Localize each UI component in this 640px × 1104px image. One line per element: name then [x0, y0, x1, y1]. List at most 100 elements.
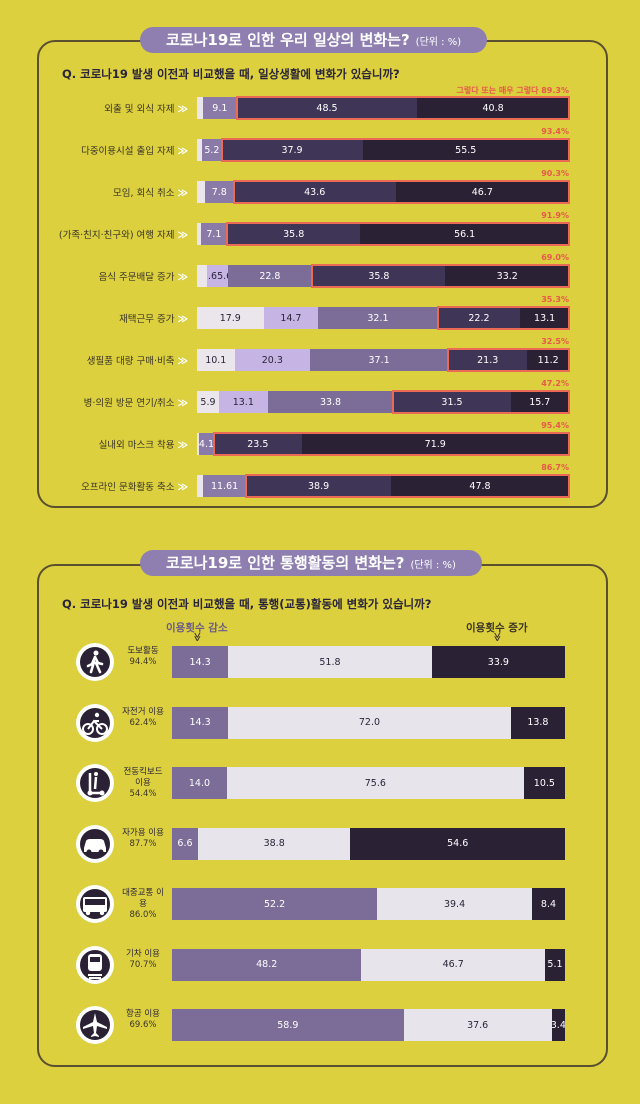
bar-row: 2.65.622.835.833.2: [197, 264, 570, 288]
bar-segment: 48.5: [236, 97, 418, 119]
chevron-right-icon: ≫: [177, 482, 188, 493]
bar-segment: 11.61: [202, 475, 247, 497]
agree-percent: 90.3%: [541, 169, 569, 178]
mode-name: 자가용 이용: [122, 827, 164, 838]
agree-percent: 47.2%: [541, 379, 569, 388]
bar-row: 6.6 38.8 54.6: [172, 827, 565, 860]
bar-segment: 72.0: [228, 706, 511, 739]
daily-life-question: Q. 코로나19 발생 이전과 비교했을 때, 일상생활에 변화가 있습니까?: [62, 67, 400, 81]
bar-segment: 14.0: [172, 767, 227, 799]
row-label-text: 모임, 회식 취소: [113, 188, 175, 199]
row-label-text: 실내외 마스크 착용: [98, 440, 175, 451]
row-label-text: 생필품 대량 구매·비축: [86, 356, 175, 367]
agree-percent: 95.4%: [541, 421, 569, 430]
row-label: 모임, 회식 취소 ≫: [40, 185, 188, 199]
bar-segment: 10.1: [197, 349, 235, 371]
airplane-icon: [75, 1005, 115, 1045]
agree-percent: 그렇다 또는 매우 그렇다 89.3%: [456, 86, 570, 95]
bus-icon: [75, 884, 115, 924]
mode-share: 94.4%: [129, 657, 157, 667]
mode-name: 자전거 이용: [122, 706, 164, 717]
bar-segment: 11.2: [527, 349, 569, 371]
bar-segment: 4.1: [198, 433, 215, 455]
row-label: 생필품 대량 구매·비축 ≫: [40, 353, 188, 367]
bar-segment: 13.1: [218, 391, 268, 413]
bar-segment: 23.5: [214, 433, 302, 455]
row-label-text: 외출 및 외식 자제: [104, 104, 175, 115]
bar-segment: 17.9: [197, 307, 264, 329]
unit-label: (단위 : %): [410, 560, 456, 571]
bar-segment: 5.9: [197, 391, 219, 413]
mode-share: 70.7%: [129, 959, 157, 970]
bar-row: 17.9 14.7 32.1 22.2 13.1: [197, 306, 570, 330]
bar-segment: 10.5: [523, 767, 565, 799]
car-icon: [75, 824, 115, 864]
bar-segment: 43.6: [233, 181, 396, 203]
bar-segment: 56.1: [360, 223, 569, 245]
bar-segment: 3.4: [551, 1009, 565, 1041]
mode-name: 대중교통 이용: [122, 888, 164, 909]
row-label: 오프라인 문화활동 축소 ≫: [40, 479, 188, 493]
bar-segment: 14.7: [263, 307, 319, 329]
chevron-right-icon: ≫: [177, 314, 188, 325]
bar-segment: 5.1: [544, 948, 565, 981]
row-label: 병·의원 방문 연기/취소 ≫: [40, 395, 188, 409]
mode-label: 대중교통 이용 86.0%: [120, 888, 166, 921]
mode-label: 자전거 이용 62.4%: [120, 707, 166, 729]
bar-segment: 32.1: [318, 307, 438, 329]
bar-segment: 33.2: [445, 265, 569, 287]
bar-row: 14.3 51.8 33.9: [172, 646, 565, 678]
travel-question: Q. 코로나19 발생 이전과 비교했을 때, 통행(교통)활동에 변화가 있습…: [62, 597, 432, 611]
bar-segment: [197, 139, 203, 161]
bar-row: 14.0 75.6 10.5: [172, 767, 565, 799]
chevron-right-icon: ≫: [177, 146, 188, 157]
bar-segment: 31.5: [393, 391, 511, 413]
bar-segment: 39.4: [377, 888, 532, 920]
row-label: 음식 주문배달 증가 ≫: [40, 269, 188, 283]
bar-segment: 47.8: [391, 475, 569, 497]
row-label: (가족·친지·친구와) 여행 자제 ≫: [40, 227, 188, 241]
travel-title: 코로나19로 인한 통행활동의 변화는? (단위 : %): [140, 550, 482, 576]
agree-percent: 91.9%: [541, 211, 569, 220]
bicycle-icon: [75, 703, 115, 743]
chevron-right-icon: ≫: [177, 104, 188, 115]
chevron-right-icon: ≫: [177, 230, 188, 241]
bar-segment: 40.8: [417, 97, 569, 119]
mode-name: 전동킥보드 이용: [123, 767, 163, 788]
mode-label: 전동킥보드 이용 54.4%: [120, 767, 166, 800]
row-label-text: 음식 주문배달 증가: [98, 272, 175, 283]
bar-segment: 9.1: [202, 97, 237, 119]
mode-label: 항공 이용 69.6%: [120, 1009, 166, 1031]
mode-share: 69.6%: [129, 1020, 157, 1030]
bar-segment: 15.7: [510, 391, 569, 413]
bar-segment: 33.8: [267, 391, 394, 413]
bar-segment: [197, 97, 203, 119]
agree-percent: 86.7%: [541, 463, 569, 472]
bar-segment: 5.2: [202, 139, 222, 161]
chevron-right-icon: ≫: [177, 440, 188, 451]
increase-key-label: 이용횟수 증가: [466, 622, 528, 634]
bar-segment: 46.7: [361, 948, 545, 981]
row-label: 재택근무 증가 ≫: [40, 311, 188, 325]
bar-segment: 7.8: [204, 181, 234, 203]
mode-name: 항공 이용: [126, 1009, 160, 1019]
bar-segment: 75.6: [226, 767, 524, 799]
bar-segment: [197, 223, 201, 245]
bar-segment: 21.3: [448, 349, 528, 371]
mode-share: 54.4%: [129, 789, 157, 799]
train-icon: [75, 945, 115, 985]
mode-label: 기차 이용 70.7%: [120, 949, 166, 971]
bar-segment: 14.3: [172, 706, 229, 739]
bar-row: 9.1 48.5 40.8: [197, 96, 570, 120]
daily-life-title: 코로나19로 인한 우리 일상의 변화는? (단위 : %): [140, 27, 488, 53]
chevron-right-icon: ≫: [177, 272, 188, 283]
bar-segment: 14.3: [172, 646, 229, 678]
chevron-right-icon: ≫: [177, 188, 188, 199]
bar-segment: 37.6: [403, 1009, 552, 1041]
bar-row: 58.9 37.6 3.4: [172, 1009, 565, 1041]
bar-row: 10.1 20.3 37.1 21.3 11.2: [197, 348, 570, 372]
walking-icon: [75, 642, 115, 682]
row-label: 실내외 마스크 착용 ≫: [40, 437, 188, 451]
bar-row: 5.2 37.9 55.5: [197, 138, 570, 162]
bar-row: 52.2 39.4 8.4: [172, 888, 565, 920]
